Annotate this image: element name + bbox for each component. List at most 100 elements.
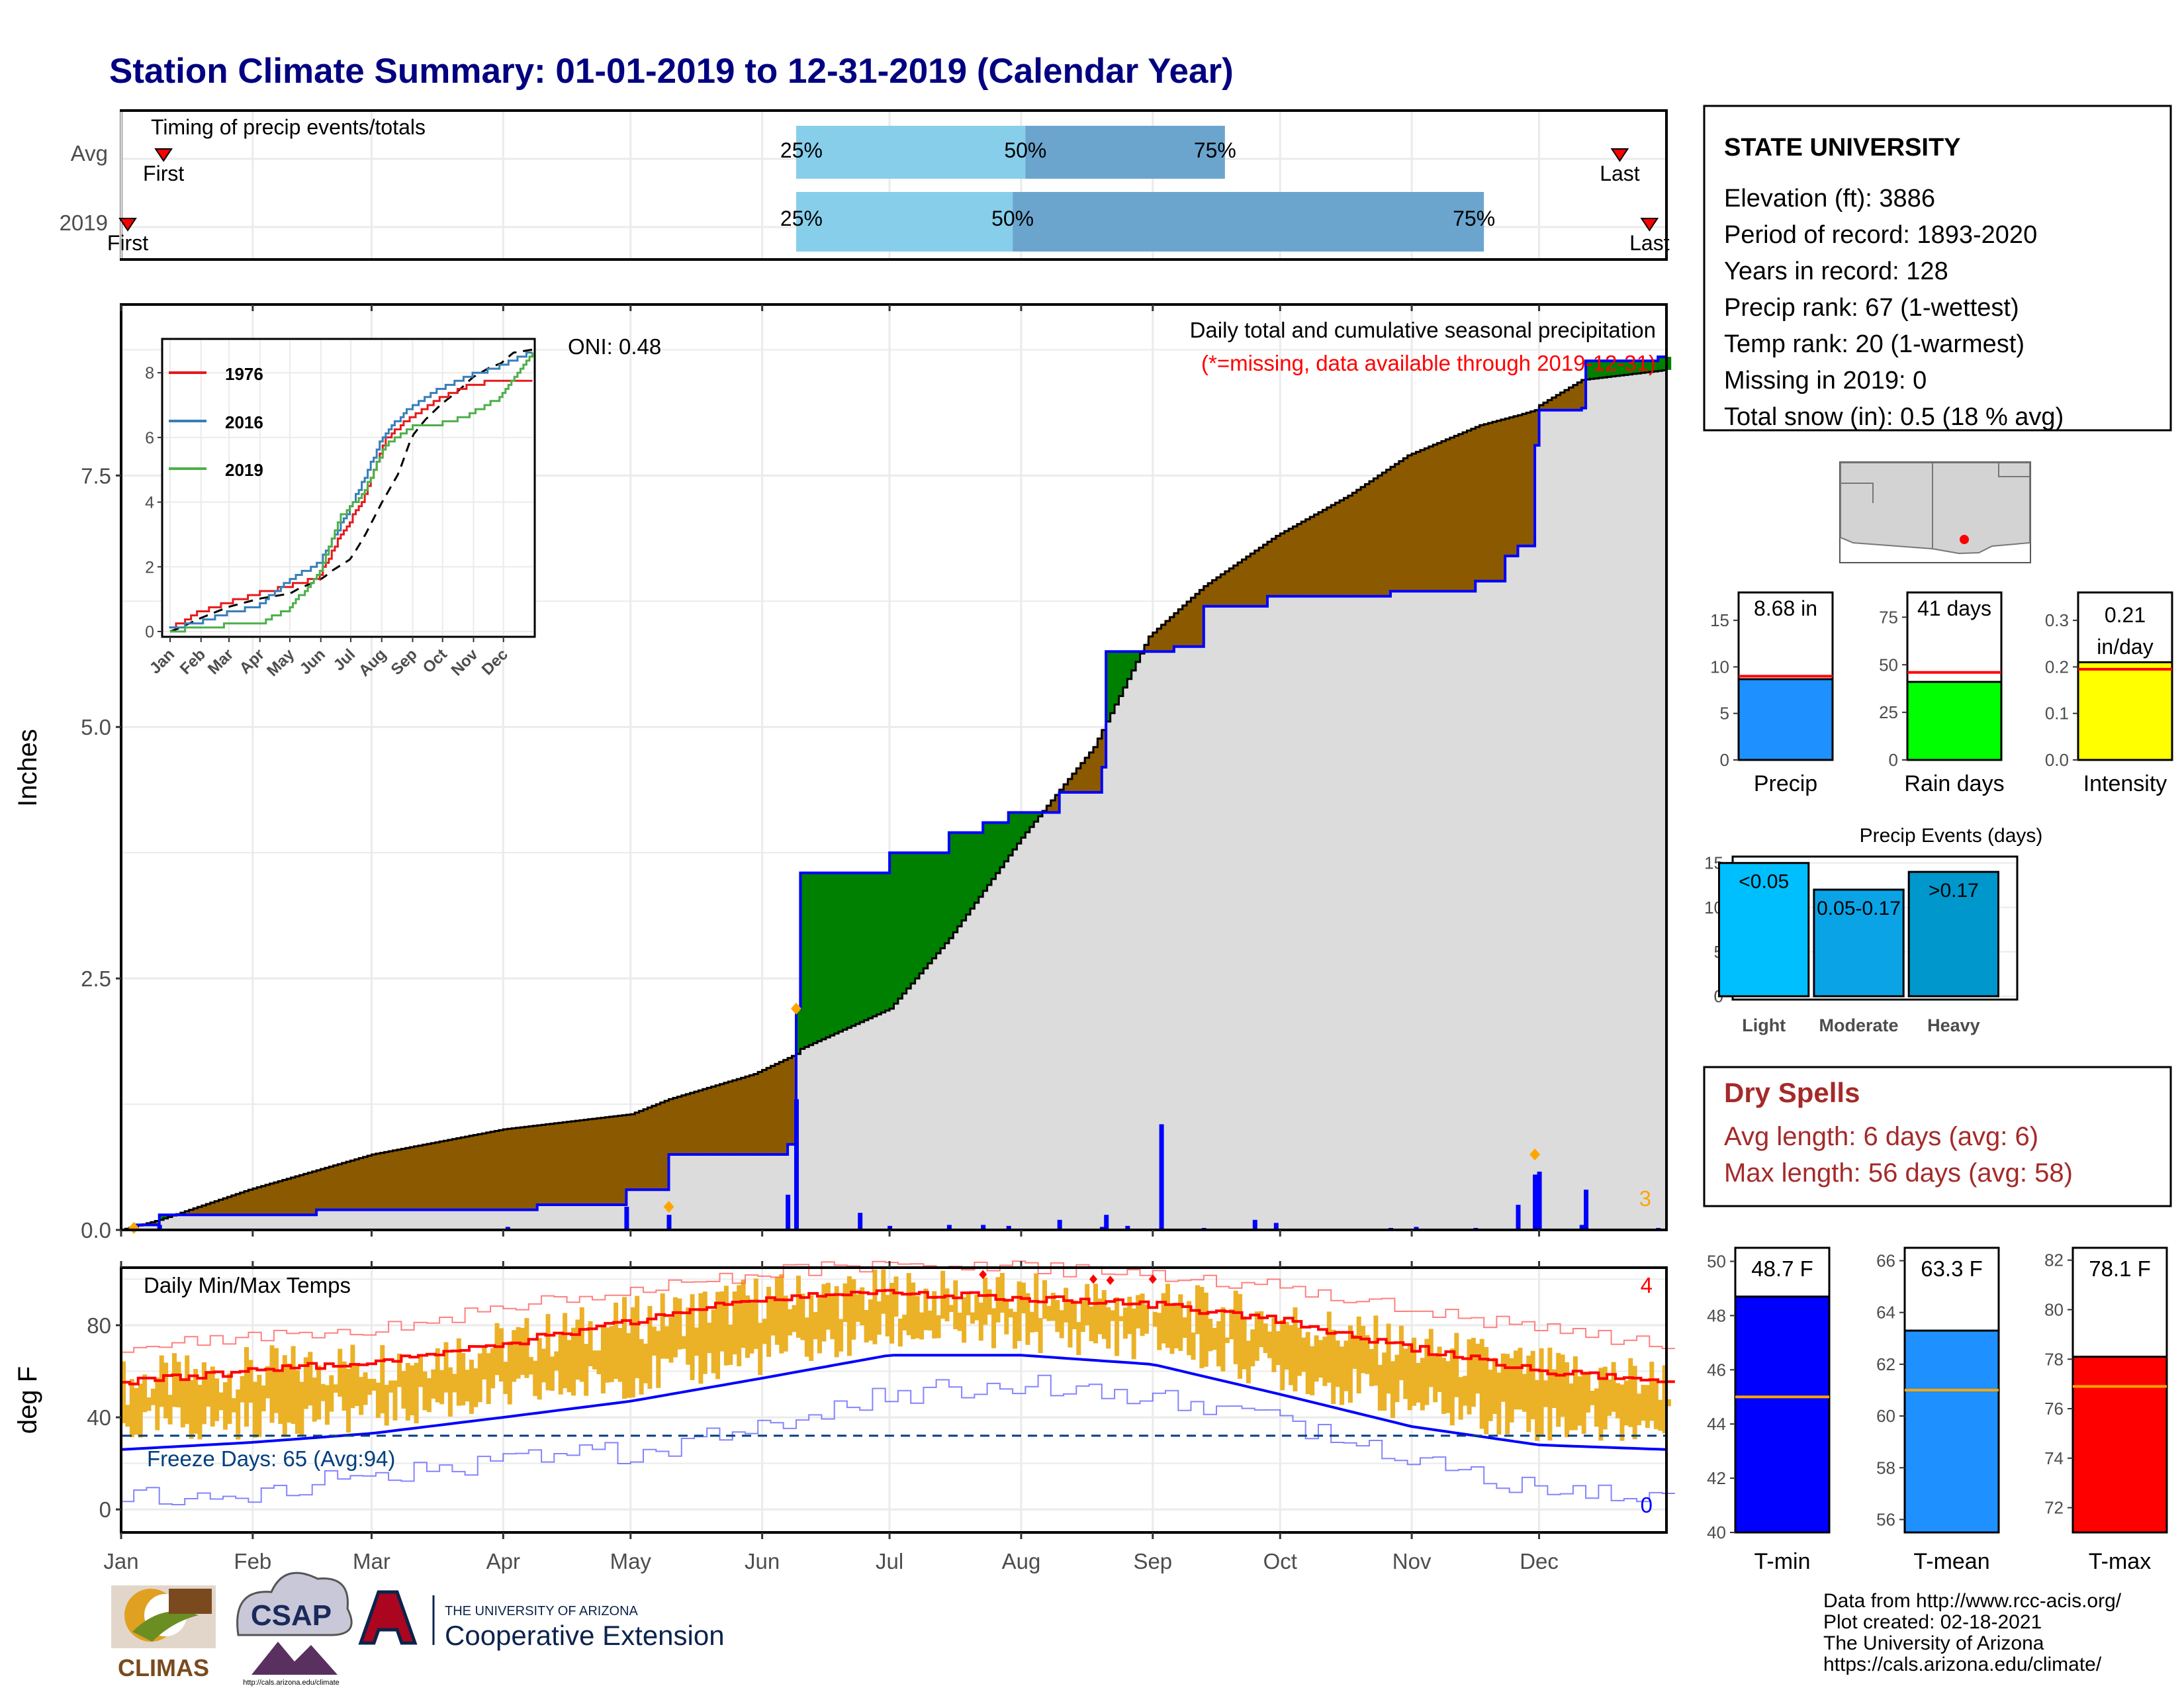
daily-temp-range-bar [338,1348,343,1397]
daily-temp-range-bar [1547,1347,1553,1441]
precip-departure-mark [1373,478,1379,596]
daily-temp-range-bar [1101,1289,1107,1339]
daily-temp-range-bar [1556,1352,1561,1427]
daily-precip-bar [1159,1124,1164,1230]
temp-summary-label: T-max [2089,1549,2151,1574]
daily-temp-range-bar [418,1355,423,1387]
precip-departure-mark [1314,514,1319,596]
daily-temp-range-bar [1340,1346,1345,1405]
temp-summary-y-tick-label: 76 [2044,1399,2064,1419]
precip-departure-mark [1488,423,1493,581]
precip-departure-mark [388,1151,394,1210]
inset-y-tick-label: 4 [145,494,154,512]
daily-temp-range-bar [134,1387,139,1435]
precip-departure-mark [549,1123,555,1205]
climas-leaf-shape [132,1611,199,1642]
precip-panel: 0.0 2.5 5.0 7.5 Inches Daily total and cumu… [13,303,1672,1243]
daily-temp-range-bar [715,1291,721,1380]
ua-line1: THE UNIVERSITY OF ARIZONA [445,1604,639,1618]
precip-departure-mark [1297,524,1302,596]
precip-departure-mark [367,1155,373,1210]
temp-summary-value: 78.1 F [2089,1256,2151,1281]
daily-temp-range-bar [834,1286,839,1358]
precip-departure-mark [893,853,899,1004]
daily-precip-bar [1584,1190,1589,1230]
daily-temp-range-bar [876,1301,882,1335]
precip-departure-mark [563,1122,568,1205]
climas-logo: CLIMAS [111,1585,216,1681]
daily-temp-range-bar [1169,1304,1175,1354]
daily-temp-range-bar [672,1297,678,1358]
daily-temp-range-bar [1089,1306,1094,1342]
daily-temp-range-bar [473,1368,478,1407]
precip-departure-mark [1420,449,1426,592]
precip-departure-mark [1530,411,1535,546]
precip-departure-mark [1479,425,1484,581]
precip-departure-mark [1165,621,1171,652]
daily-temp-range-bar [524,1318,529,1378]
daily-temp-range-bar [1182,1317,1187,1338]
temp-y-tick-label: 80 [87,1313,111,1338]
daily-temp-range-bar [210,1366,215,1427]
daily-temp-range-bar [214,1378,220,1421]
daily-temp-range-bar [779,1274,784,1354]
precip-departure-mark [885,872,890,1011]
daily-temp-range-bar [520,1327,525,1375]
precip-departure-mark [469,1135,475,1210]
daily-precip-bar [1057,1219,1062,1230]
daily-temp-range-bar [842,1283,848,1323]
daily-temp-range-bar [218,1392,224,1411]
summary-bar-precip [1737,678,1834,761]
daily-temp-range-bar [121,1361,126,1424]
temp-y-tick-label: 40 [87,1405,111,1430]
precip-departure-mark [545,1124,551,1205]
temp-title: Daily Min/Max Temps [144,1273,351,1297]
dry-spells-box: Dry Spells Avg length: 6 days (avg: 6) M… [1703,1066,2172,1207]
precip-departure-mark [1403,458,1408,592]
daily-temp-range-bar [1178,1294,1183,1351]
max-event-marker [790,1002,801,1015]
daily-temp-range-bar [1220,1307,1226,1372]
first-event-marker [118,218,137,232]
record-high-marker [979,1270,987,1280]
daily-temp-range-bar [668,1317,674,1363]
precip-departure-mark [257,1187,262,1215]
precip-departure-mark [324,1168,330,1210]
precip-departure-mark [520,1127,525,1210]
daily-temp-range-bar [1390,1361,1395,1419]
daily-temp-range-bar [1619,1384,1625,1441]
daily-temp-range-bar [1029,1311,1034,1333]
daily-temp-range-bar [1059,1310,1064,1338]
precip-departure-mark [329,1166,334,1210]
precip-departure-mark [588,1119,593,1205]
daily-precip-bar [786,1194,791,1230]
daily-temp-range-bar [1420,1358,1425,1411]
daily-precip-bar [1414,1227,1419,1230]
daily-temp-range-bar [1203,1292,1208,1367]
daily-temp-range-bar [477,1353,482,1403]
daily-temp-range-bar [1187,1301,1192,1356]
precip-departure-mark [371,1154,377,1210]
daily-temp-range-bar [308,1352,313,1406]
precip-departure-mark [1653,361,1659,372]
precip-departure-mark [770,1066,776,1154]
daily-temp-range-bar [1131,1308,1136,1360]
summary-bar-y-tick-label: 15 [1710,610,1729,630]
daily-temp-range-bar [528,1356,533,1375]
daily-temp-range-bar [384,1384,389,1426]
precip-departure-mark [702,1089,707,1155]
max-event-marker [663,1201,674,1213]
daily-temp-range-bar [482,1347,487,1380]
quartile-label-25: 25% [780,138,823,162]
precip-departure-mark [150,1222,156,1225]
precip-departure-mark [944,853,950,943]
daily-temp-range-bar [146,1397,152,1411]
summary-bar-charts: 8.68 in 0 5 10 15 Precip 41 days 0 25 50 75 Rain da… [1710,591,2173,796]
climas-block-shape [169,1589,212,1614]
precip-departure-mark [1475,427,1480,581]
daily-temp-range-bar [1229,1309,1234,1340]
temp-summary-y-tick-label: 74 [2044,1448,2064,1468]
precip-departure-mark [656,1104,661,1190]
month-x-axis: Jan Feb Mar Apr May Jun Jul Aug Sep Oct Nov Dec [103,1261,1559,1573]
precip-departure-mark [185,1211,190,1215]
